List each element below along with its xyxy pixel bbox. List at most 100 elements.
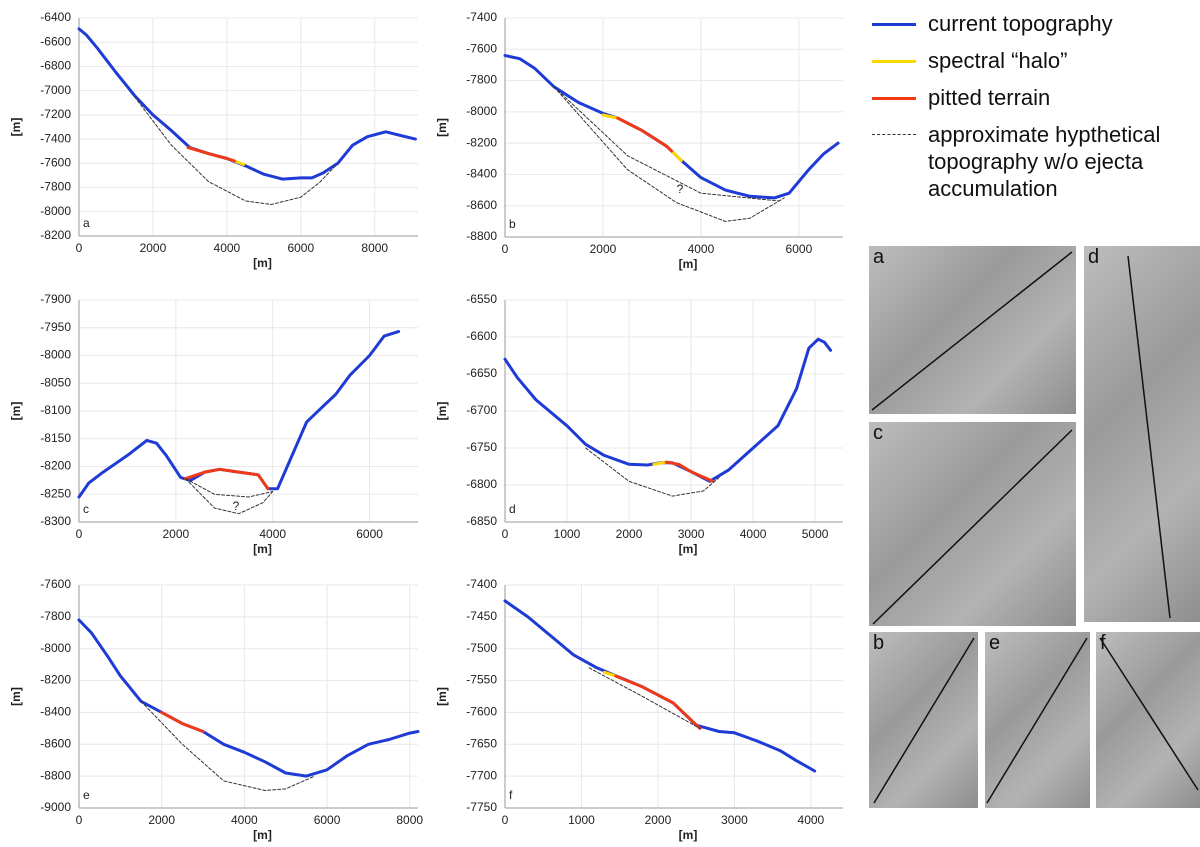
y-tick-label: -8600 bbox=[466, 198, 497, 212]
y-tick-label: -8300 bbox=[40, 514, 71, 528]
x-tick-label: 4000 bbox=[231, 813, 258, 827]
legend-label: spectral “halo” bbox=[928, 48, 1068, 73]
y-tick-label: -7400 bbox=[40, 131, 71, 145]
x-tick-label: 4000 bbox=[740, 527, 767, 541]
y-tick-label: -8800 bbox=[40, 768, 71, 782]
profile-line bbox=[616, 116, 674, 153]
y-axis-label: [m] bbox=[9, 687, 23, 706]
profile-line bbox=[652, 460, 668, 466]
legend-label: pitted terrain bbox=[928, 85, 1051, 110]
y-tick-label: -8600 bbox=[40, 736, 71, 750]
profile-line bbox=[1099, 637, 1199, 791]
y-tick-label: -8400 bbox=[40, 705, 71, 719]
y-tick-label: -6800 bbox=[466, 477, 497, 491]
legend-entry: current topography bbox=[872, 10, 1200, 37]
hypothetical-line bbox=[585, 447, 720, 497]
hypothetical-line bbox=[134, 96, 339, 205]
y-tick-label: -9000 bbox=[40, 800, 71, 814]
x-tick-label: 1000 bbox=[568, 813, 595, 827]
image-label: b bbox=[873, 632, 885, 654]
y-tick-label: -7750 bbox=[466, 800, 497, 814]
x-axis-label: [m] bbox=[679, 257, 698, 271]
legend-swatch bbox=[872, 23, 916, 26]
y-tick-label: -7650 bbox=[466, 736, 497, 750]
y-tick-label: -6700 bbox=[466, 403, 497, 417]
image-label: e bbox=[989, 632, 1001, 654]
hypothetical-line bbox=[588, 667, 701, 729]
x-axis-label: [m] bbox=[253, 542, 272, 556]
profile-lines bbox=[871, 251, 1199, 804]
x-tick-label: 5000 bbox=[802, 527, 829, 541]
x-tick-label: 2000 bbox=[645, 813, 672, 827]
y-tick-label: -8000 bbox=[40, 204, 71, 218]
x-tick-label: 6000 bbox=[287, 241, 314, 255]
x-tick-label: 2000 bbox=[163, 527, 190, 541]
y-tick-label: -8200 bbox=[466, 135, 497, 149]
y-tick-label: -7800 bbox=[466, 73, 497, 87]
x-tick-label: 3000 bbox=[721, 813, 748, 827]
y-tick-label: -6750 bbox=[466, 440, 497, 454]
legend-swatch bbox=[872, 134, 916, 135]
y-tick-label: -6650 bbox=[466, 366, 497, 380]
x-axis-label: [m] bbox=[679, 828, 698, 842]
y-tick-label: -7600 bbox=[40, 156, 71, 170]
y-tick-label: -8400 bbox=[466, 167, 497, 181]
y-tick-label: -7800 bbox=[40, 609, 71, 623]
x-tick-label: 0 bbox=[76, 813, 83, 827]
hypothetical-line bbox=[553, 86, 785, 222]
profile-line bbox=[160, 710, 205, 733]
panel-label: e bbox=[83, 788, 90, 802]
x-tick-label: 0 bbox=[76, 241, 83, 255]
y-tick-label: -7700 bbox=[466, 768, 497, 782]
panel-label: c bbox=[83, 502, 89, 516]
y-tick-label: -8050 bbox=[40, 375, 71, 389]
legend-label: current topography bbox=[928, 11, 1113, 36]
x-tick-label: 2000 bbox=[140, 241, 167, 255]
image-label: a bbox=[873, 246, 885, 268]
profile-line bbox=[602, 670, 618, 678]
legend-swatch bbox=[872, 60, 916, 63]
y-tick-label: -7600 bbox=[466, 705, 497, 719]
y-tick-label: -8200 bbox=[40, 673, 71, 687]
y-axis-label: [m] bbox=[435, 687, 449, 706]
x-tick-label: 6000 bbox=[356, 527, 383, 541]
legend-entry: pitted terrain bbox=[872, 84, 1200, 111]
x-axis-label: [m] bbox=[679, 542, 698, 556]
profile-line bbox=[186, 146, 236, 163]
legend: current topography spectral “halo” pitte… bbox=[872, 10, 1200, 212]
x-tick-label: 0 bbox=[502, 813, 509, 827]
y-tick-label: -8150 bbox=[40, 431, 71, 445]
y-tick-label: -6600 bbox=[466, 329, 497, 343]
image-panel: f bbox=[1096, 632, 1200, 808]
profile-line bbox=[873, 637, 975, 804]
x-tick-label: 1000 bbox=[554, 527, 581, 541]
x-axis-label: [m] bbox=[253, 828, 272, 842]
panel-label: b bbox=[509, 217, 516, 231]
profile-line bbox=[77, 27, 417, 181]
x-tick-label: 4000 bbox=[798, 813, 825, 827]
x-tick-label: 8000 bbox=[361, 241, 388, 255]
y-tick-label: -6800 bbox=[40, 59, 71, 73]
y-tick-label: -8000 bbox=[466, 104, 497, 118]
x-tick-label: 0 bbox=[76, 527, 83, 541]
y-tick-label: -7600 bbox=[466, 41, 497, 55]
legend-label: approximate hypthetical topography w/o e… bbox=[928, 122, 1161, 201]
panel-label: f bbox=[509, 788, 513, 802]
image-label: c bbox=[873, 422, 883, 444]
y-tick-label: -7500 bbox=[466, 641, 497, 655]
x-tick-label: 2000 bbox=[590, 242, 617, 256]
y-tick-label: -8250 bbox=[40, 486, 71, 500]
x-tick-label: 8000 bbox=[396, 813, 423, 827]
y-tick-label: -8200 bbox=[40, 459, 71, 473]
profile-line bbox=[232, 159, 245, 166]
y-tick-label: -7950 bbox=[40, 320, 71, 334]
x-tick-label: 6000 bbox=[314, 813, 341, 827]
y-tick-label: -7600 bbox=[40, 577, 71, 591]
profile-line bbox=[503, 54, 840, 200]
annotation: ? bbox=[233, 499, 240, 513]
profile-line bbox=[614, 674, 702, 730]
legend-entry: spectral “halo” bbox=[872, 47, 1200, 74]
profile-line bbox=[986, 637, 1088, 804]
